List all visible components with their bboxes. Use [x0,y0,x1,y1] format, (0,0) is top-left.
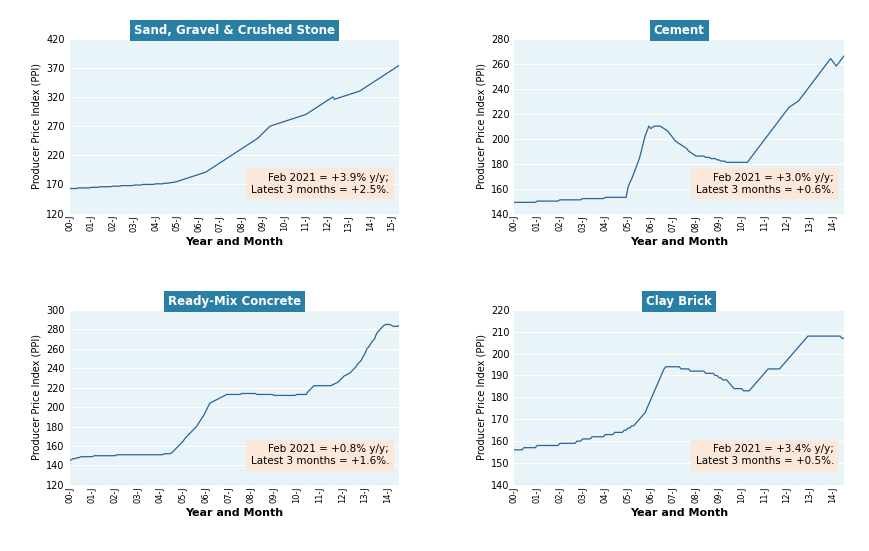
X-axis label: Year and Month: Year and Month [185,237,283,247]
Text: Ready-Mix Concrete: Ready-Mix Concrete [168,295,301,308]
Text: Feb 2021 = +3.4% y/y;
Latest 3 months = +0.5%.: Feb 2021 = +3.4% y/y; Latest 3 months = … [695,444,833,466]
Y-axis label: Producer Price Index (PPI): Producer Price Index (PPI) [32,334,42,461]
Text: Feb 2021 = +3.9% y/y;
Latest 3 months = +2.5%.: Feb 2021 = +3.9% y/y; Latest 3 months = … [250,173,388,195]
X-axis label: Year and Month: Year and Month [629,509,727,518]
Text: Feb 2021 = +3.0% y/y;
Latest 3 months = +0.6%.: Feb 2021 = +3.0% y/y; Latest 3 months = … [695,173,833,195]
Y-axis label: Producer Price Index (PPI): Producer Price Index (PPI) [476,63,486,189]
Y-axis label: Producer Price Index (PPI): Producer Price Index (PPI) [32,63,42,189]
Text: Cement: Cement [653,24,704,37]
Text: Clay Brick: Clay Brick [646,295,711,308]
Text: Sand, Gravel & Crushed Stone: Sand, Gravel & Crushed Stone [134,24,335,37]
X-axis label: Year and Month: Year and Month [629,237,727,247]
X-axis label: Year and Month: Year and Month [185,509,283,518]
Y-axis label: Producer Price Index (PPI): Producer Price Index (PPI) [476,334,486,461]
Text: Feb 2021 = +0.8% y/y;
Latest 3 months = +1.6%.: Feb 2021 = +0.8% y/y; Latest 3 months = … [250,444,388,466]
